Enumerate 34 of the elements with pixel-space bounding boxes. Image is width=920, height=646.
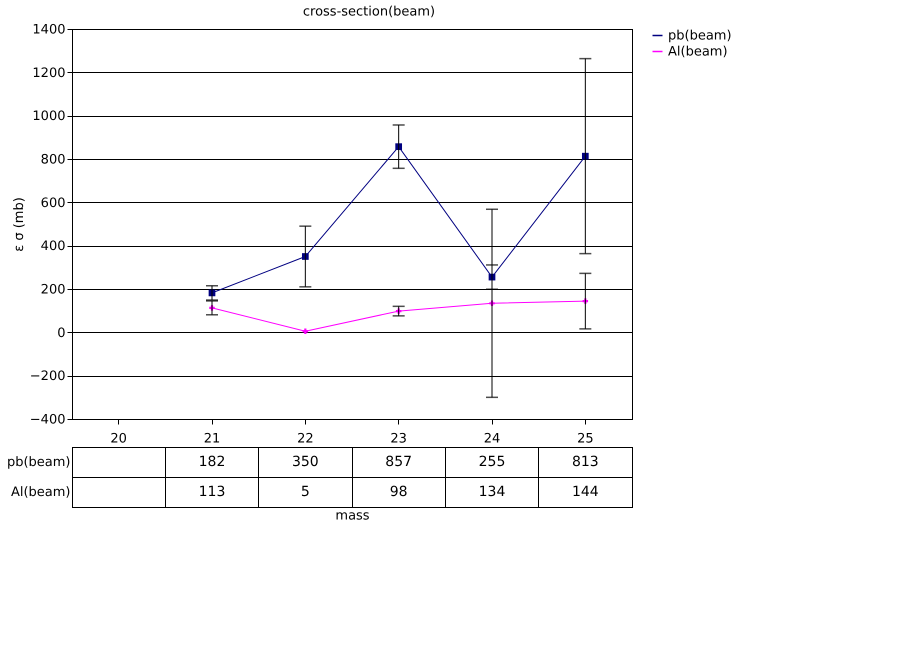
point (302, 328, 308, 334)
x-tick-label: 20 (110, 432, 127, 446)
x-tick-label: 24 (484, 432, 500, 446)
data-label: 98 (390, 484, 408, 500)
y-tick-label: 200 (40, 282, 66, 298)
data-label: 350 (292, 454, 319, 470)
chart-title: cross-section(beam) (302, 4, 436, 20)
y-tick-label: −200 (30, 369, 66, 384)
data-label: 813 (572, 454, 599, 470)
y-axis-title: ε σ (mb) (12, 197, 27, 252)
y-tick-label: 1400 (32, 22, 66, 38)
y-tick-label: 1200 (32, 66, 66, 81)
y-tick-label: 400 (40, 239, 66, 254)
data-label: 113 (198, 484, 226, 500)
x-axis-title: mass (335, 508, 370, 524)
y-tick-label: 800 (40, 152, 66, 168)
data-label: 144 (572, 484, 599, 500)
x-tick-label: 25 (577, 432, 594, 446)
data-label: 255 (478, 454, 506, 470)
y-tick-label: 1000 (32, 109, 66, 124)
data-label: 5 (300, 484, 310, 500)
y-tick-label: −400 (30, 412, 66, 428)
text: Al(beam) (10, 485, 70, 500)
x-tick-label: 23 (390, 432, 407, 446)
legend-label: Al(beam) (668, 44, 728, 60)
text: pb(beam) (6, 455, 70, 470)
y-tick-label: 0 (57, 326, 66, 341)
data-label: 182 (198, 454, 226, 470)
data-label: 134 (478, 484, 506, 500)
legend-label: pb(beam) (668, 28, 732, 44)
y-tick-label: 600 (40, 196, 66, 211)
x-tick-label: 22 (297, 432, 314, 446)
data-label: 857 (385, 454, 412, 470)
x-tick-label: 21 (204, 432, 220, 446)
